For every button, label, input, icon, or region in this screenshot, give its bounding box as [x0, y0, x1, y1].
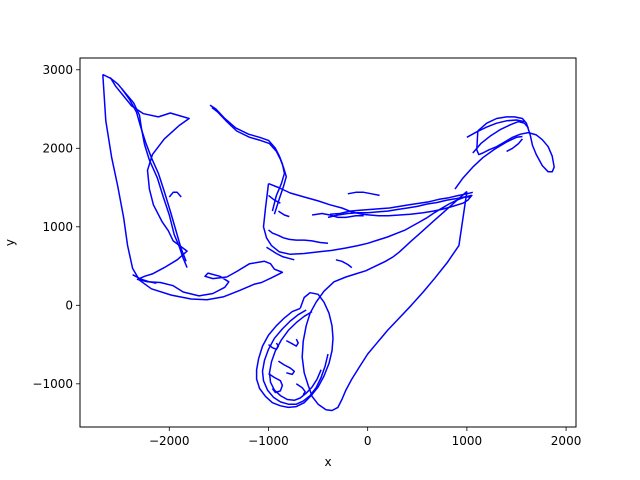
series-line-13 — [268, 342, 280, 351]
series-line-20 — [327, 196, 471, 219]
series-layer — [102, 73, 555, 412]
series-line-7 — [301, 190, 468, 412]
series-line-4 — [209, 104, 286, 212]
series-line-10 — [268, 310, 322, 402]
series-line-23 — [266, 246, 295, 261]
series-line-8 — [255, 291, 334, 409]
series-line-27 — [168, 191, 182, 198]
plot-area-frame — [79, 57, 577, 428]
series-line-21 — [329, 191, 473, 215]
y-tick-label: 0 — [65, 298, 73, 312]
x-tick-label: 0 — [364, 434, 372, 448]
x-tick-label: −1000 — [248, 434, 289, 448]
series-line-28 — [311, 212, 364, 219]
series-line-30 — [335, 259, 353, 269]
x-tick-label: 1000 — [452, 434, 483, 448]
series-line-5 — [211, 106, 288, 215]
series-line-9 — [261, 309, 329, 405]
series-line-31 — [506, 138, 523, 153]
y-tick-label: 2000 — [42, 141, 73, 155]
series-line-3 — [121, 88, 187, 262]
y-tick-label: −1000 — [32, 377, 73, 391]
series-line-16 — [476, 116, 555, 173]
series-line-14 — [285, 338, 299, 347]
y-axis-ticks: −1000 0 1000 2000 3000 — [32, 63, 80, 391]
series-line-17 — [472, 120, 529, 154]
series-line-12 — [277, 360, 296, 376]
series-line-15 — [295, 383, 306, 396]
x-tick-label: −2000 — [149, 434, 190, 448]
series-line-25 — [277, 210, 290, 218]
series-line-1 — [102, 73, 284, 301]
x-tick-label: 2000 — [551, 434, 582, 448]
y-tick-label: 1000 — [42, 220, 73, 234]
series-line-24 — [268, 194, 281, 204]
series-line-26 — [132, 274, 157, 285]
series-line-18 — [454, 135, 523, 190]
series-line-29 — [347, 191, 380, 197]
series-line-22 — [268, 229, 329, 245]
y-tick-label: 3000 — [42, 63, 73, 77]
series-line-11 — [268, 372, 284, 394]
x-axis-label: x — [324, 455, 331, 469]
series-line-19 — [466, 119, 525, 138]
y-axis-label: y — [3, 239, 17, 246]
x-axis-ticks: −2000 −1000 0 1000 2000 — [149, 427, 581, 448]
